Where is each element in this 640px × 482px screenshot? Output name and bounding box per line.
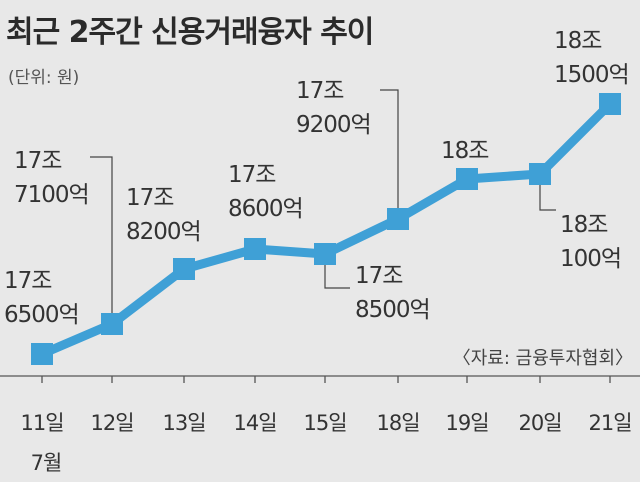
data-label: 17조 [14, 148, 61, 174]
data-point [31, 343, 53, 365]
chart-title: 최근 2주간 신용거래융자 추이 [6, 15, 373, 50]
x-month-label: 7월 [31, 451, 62, 475]
x-tick-label: 11일 [20, 411, 63, 435]
x-tick-label: 12일 [90, 411, 133, 435]
data-point [314, 243, 336, 265]
leader-line [380, 89, 399, 218]
data-label: 17조 [355, 263, 402, 289]
data-label: 18조 [554, 28, 601, 54]
data-point [456, 168, 478, 190]
data-point [244, 238, 266, 260]
data-label: 18조 [560, 212, 607, 238]
x-tick-label: 14일 [233, 411, 276, 435]
data-label: 8500억 [355, 297, 430, 323]
data-label: 8200억 [126, 219, 201, 245]
chart-marks: 11일 12일 13일 14일 15일 18일 19일 20일 21일 17조 6500억 17조 71… [4, 28, 633, 435]
data-label: 17조 [296, 78, 343, 104]
x-tick-label: 18일 [376, 411, 419, 435]
data-label: 7100억 [14, 182, 89, 208]
data-point [101, 313, 123, 335]
data-label: 6500억 [4, 302, 79, 328]
data-label: 18조 [441, 138, 488, 164]
data-point [599, 93, 621, 115]
x-tick-label: 20일 [518, 411, 561, 435]
leader-line [90, 156, 113, 320]
data-label: 8600억 [228, 196, 303, 222]
x-tick-label: 19일 [445, 411, 488, 435]
x-tick-label: 13일 [162, 411, 205, 435]
x-tick-label: 21일 [588, 411, 631, 435]
data-point [173, 258, 195, 280]
unit-label: (단위: 원) [8, 68, 79, 88]
data-label: 17조 [228, 162, 275, 188]
x-tick-label: 15일 [303, 411, 346, 435]
data-label: 1500억 [554, 62, 629, 88]
source-label: 〈자료: 금융투자협회〉 [453, 348, 633, 369]
data-label: 100억 [560, 246, 621, 272]
data-label: 17조 [4, 268, 51, 294]
data-label: 17조 [126, 185, 173, 211]
leader-line [539, 178, 556, 211]
data-point [529, 163, 551, 185]
data-label: 9200억 [296, 112, 371, 138]
data-point [387, 208, 409, 230]
leader-line [324, 262, 350, 289]
